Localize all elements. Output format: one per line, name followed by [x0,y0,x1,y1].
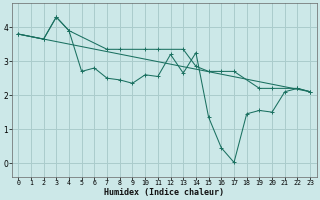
X-axis label: Humidex (Indice chaleur): Humidex (Indice chaleur) [104,188,224,197]
